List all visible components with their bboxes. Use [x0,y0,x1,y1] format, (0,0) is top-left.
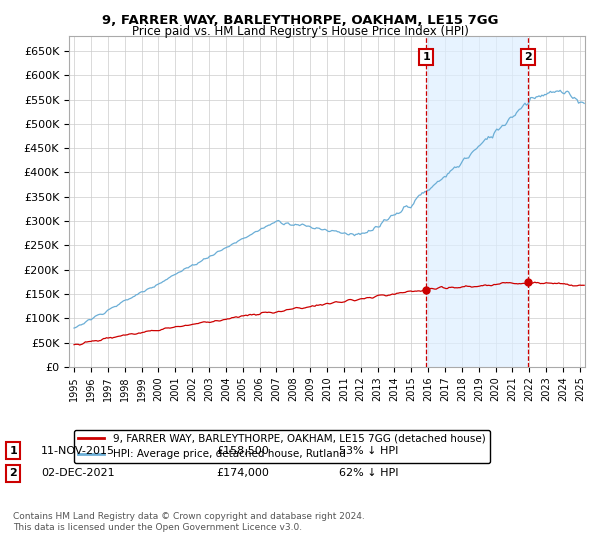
Text: Price paid vs. HM Land Registry's House Price Index (HPI): Price paid vs. HM Land Registry's House … [131,25,469,38]
Text: 11-NOV-2015: 11-NOV-2015 [41,446,115,456]
Legend: 9, FARRER WAY, BARLEYTHORPE, OAKHAM, LE15 7GG (detached house), HPI: Average pri: 9, FARRER WAY, BARLEYTHORPE, OAKHAM, LE1… [74,430,490,463]
Text: 02-DEC-2021: 02-DEC-2021 [41,468,115,478]
Text: 2: 2 [524,52,532,62]
Text: 1: 1 [10,446,17,456]
Text: £158,500: £158,500 [216,446,269,456]
Text: 2: 2 [10,468,17,478]
Text: 9, FARRER WAY, BARLEYTHORPE, OAKHAM, LE15 7GG: 9, FARRER WAY, BARLEYTHORPE, OAKHAM, LE1… [102,14,498,27]
Bar [426,36,528,367]
Text: 53% ↓ HPI: 53% ↓ HPI [339,446,398,456]
Text: Contains HM Land Registry data © Crown copyright and database right 2024.
This d: Contains HM Land Registry data © Crown c… [13,512,365,532]
Text: 1: 1 [422,52,430,62]
Text: 62% ↓ HPI: 62% ↓ HPI [339,468,398,478]
Text: £174,000: £174,000 [216,468,269,478]
